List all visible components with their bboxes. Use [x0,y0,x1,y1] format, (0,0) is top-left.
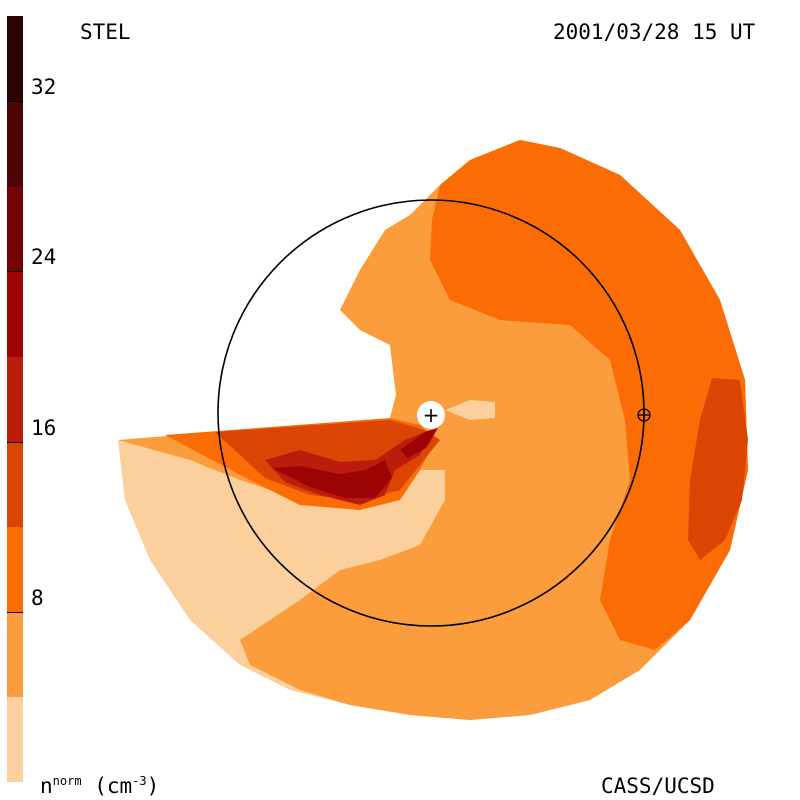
density-region-level-6b [400,428,438,458]
colorbar-tick [7,101,23,103]
colorbar-tick [7,271,23,273]
colorbar-segment [7,356,23,443]
colorbar-tick-label: 24 [31,245,57,270]
density-region-level-5 [265,430,430,505]
colorbar-segment [7,611,23,698]
density-region-level-6 [272,460,392,498]
colorbar-tick-label: 32 [31,75,57,100]
instrument-label: STEL [80,20,131,44]
colorbar-segment [7,441,23,528]
colorbar-segment [7,271,23,357]
colorbar-tick-label: 8 [31,585,44,610]
earth-icon [637,408,651,422]
sun-marker-symbol: + [423,403,440,427]
sun-marker [417,401,445,429]
colorbar-segment [7,16,23,102]
colorbar-segment [7,526,23,613]
colorbar-segment [7,101,23,187]
data-gap-line [114,414,390,437]
colorbar-tick-label: 16 [31,415,57,440]
timestamp-label: 2001/03/28 15 UT [553,20,756,44]
density-region-near-sun [445,400,495,420]
colorbar-unit-label: nnorm (cm-3) [40,774,160,798]
colorbar-tick [7,611,23,613]
density-region-level-4 [688,378,748,560]
credit-label: CASS/UCSD [601,774,715,798]
colorbar [7,16,23,783]
colorbar-segment [7,696,23,783]
colorbar-segment [7,186,23,272]
density-region-level-3 [430,140,748,650]
colorbar-tick [7,441,23,443]
